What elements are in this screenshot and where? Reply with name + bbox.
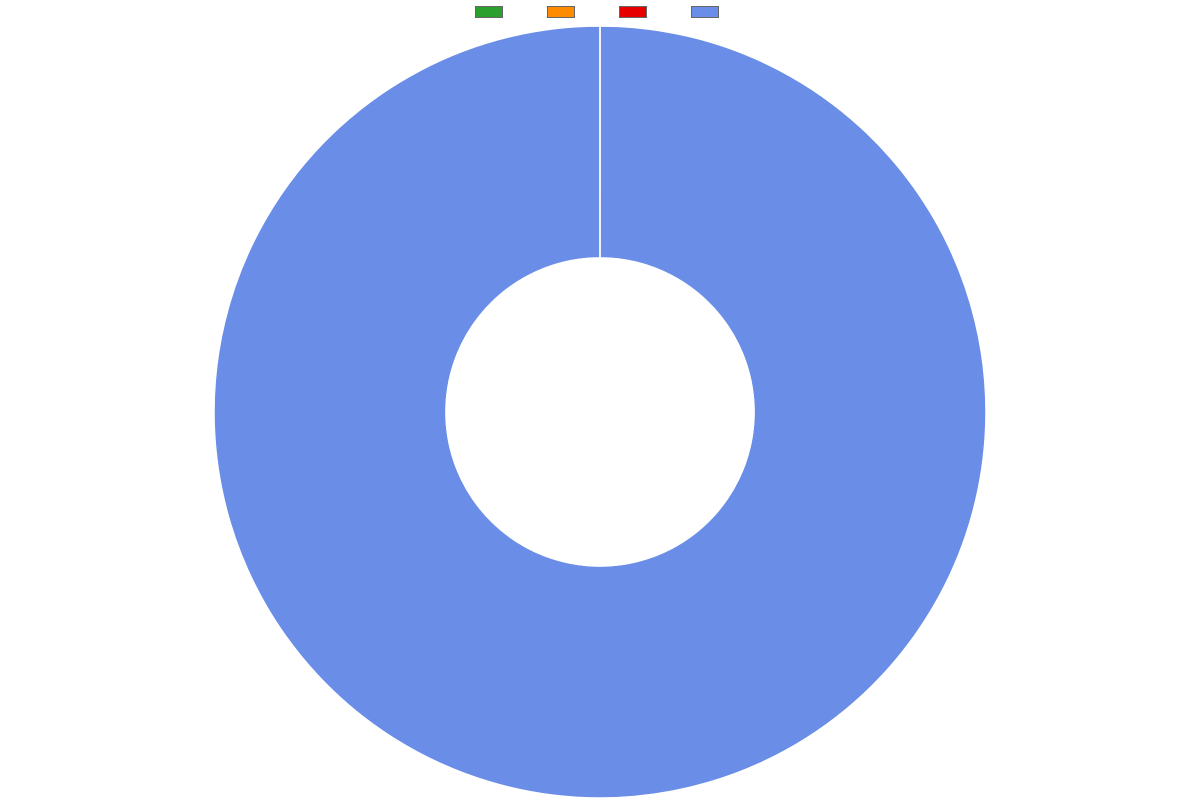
donut-chart: [212, 24, 988, 800]
legend-item-0: [475, 6, 509, 18]
legend-item-2: [619, 6, 653, 18]
chart-legend: [475, 6, 725, 18]
donut-hole: [446, 258, 754, 566]
legend-swatch-2: [619, 6, 647, 18]
legend-swatch-1: [547, 6, 575, 18]
legend-swatch-3: [691, 6, 719, 18]
legend-item-3: [691, 6, 725, 18]
legend-swatch-0: [475, 6, 503, 18]
donut-chart-container: [0, 24, 1200, 800]
legend-item-1: [547, 6, 581, 18]
